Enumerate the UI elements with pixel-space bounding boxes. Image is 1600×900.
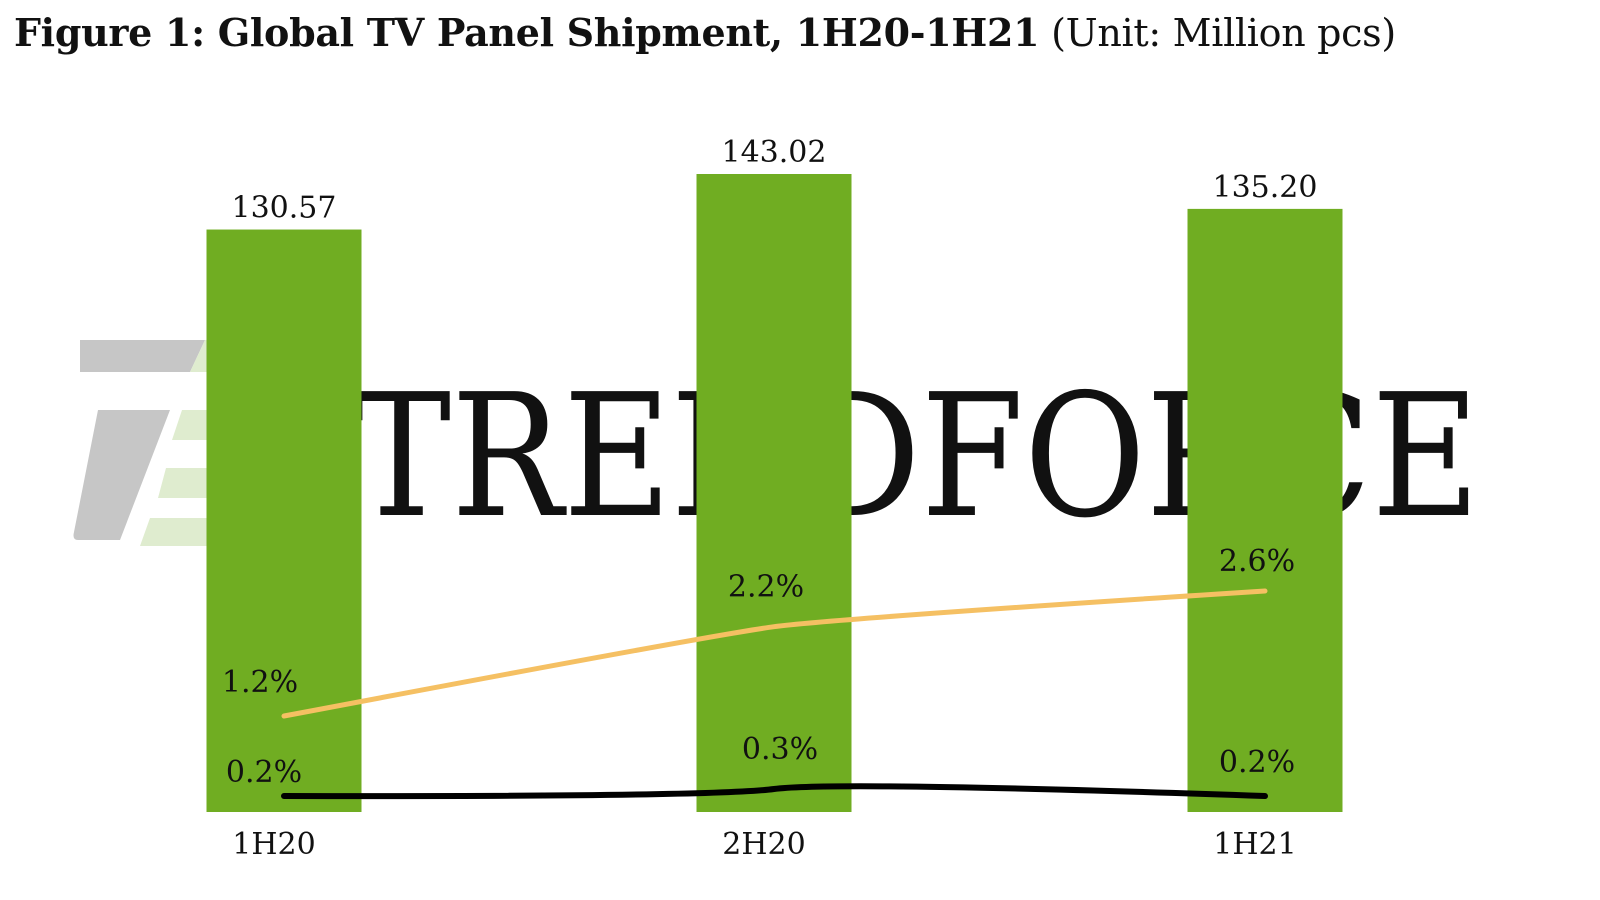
category-label: 2H20 (722, 827, 805, 862)
chart-title-unit: (Unit: Million pcs) (1051, 11, 1396, 55)
series-line-lower (281, 783, 1268, 800)
watermark-logo-gray (73, 340, 205, 540)
bar-value-label: 130.57 (232, 191, 337, 226)
bars (206, 174, 1343, 813)
upper-line-data-label: 2.6% (1219, 544, 1295, 579)
series-line-upper (281, 588, 1268, 719)
upper-line-data-label: 2.2% (728, 570, 804, 605)
lower-line-data-label: 0.2% (226, 755, 302, 790)
lower-line-data-label: 0.3% (742, 732, 818, 767)
chart-title-main: Figure 1: Global TV Panel Shipment, 1H20… (14, 10, 1040, 55)
upper-line-data-label: 1.2% (222, 665, 298, 700)
bar-value-label: 135.20 (1213, 170, 1318, 205)
chart-title: Figure 1: Global TV Panel Shipment, 1H20… (14, 10, 1396, 55)
bar-2h20 (696, 174, 852, 812)
labels: 130.57 1H20 143.02 2H20 135.20 1H21 1.2% 2.2% 2.… (222, 135, 1318, 862)
category-label: 1H20 (232, 827, 315, 862)
lines (281, 588, 1268, 800)
category-label: 1H21 (1213, 827, 1296, 862)
bar-1h20 (206, 229, 362, 812)
bar-value-label: 143.02 (722, 135, 827, 170)
lower-line-data-label: 0.2% (1219, 745, 1295, 780)
bar-1h21 (1187, 208, 1343, 813)
